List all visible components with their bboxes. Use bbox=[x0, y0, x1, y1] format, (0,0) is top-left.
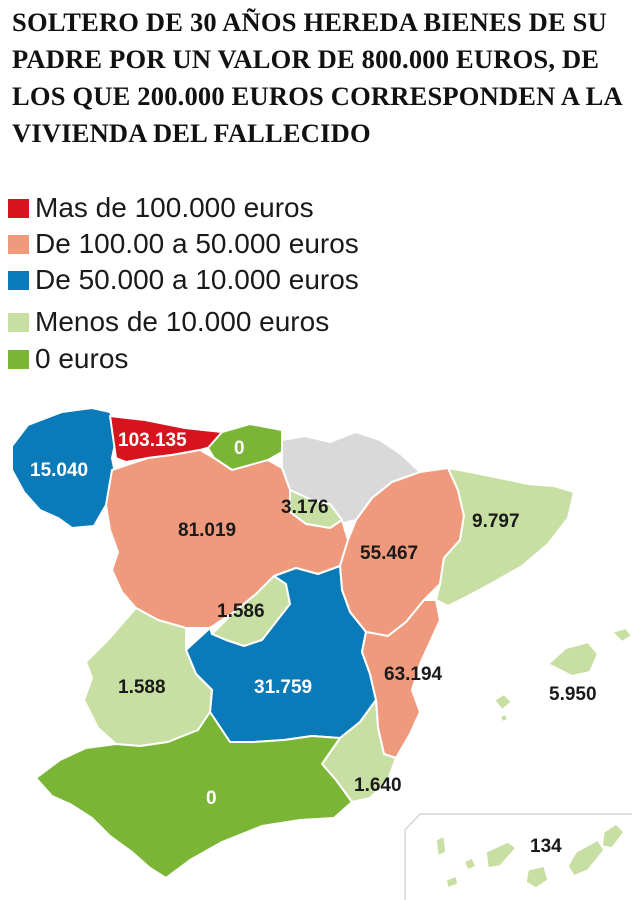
spain-map: 103.135 0 15.040 3.176 81.019 55.467 9.7… bbox=[11, 407, 632, 900]
legend-item-50000-10000: De 50.000 a 10.000 euros bbox=[8, 264, 359, 296]
value-label-la-rioja: 3.176 bbox=[281, 497, 329, 518]
region-canarias-el-hierro bbox=[445, 874, 459, 890]
region-canarias-gran-canaria bbox=[525, 865, 549, 889]
legend-label: De 100.00 a 50.000 euros bbox=[35, 228, 359, 259]
value-label-murcia: 1.640 bbox=[354, 775, 402, 796]
region-baleares-formentera bbox=[499, 713, 509, 723]
legend-swatch-blue bbox=[8, 270, 29, 290]
legend-item-under-10000: Menos de 10.000 euros bbox=[8, 306, 329, 338]
value-label-canarias: 134 bbox=[530, 836, 562, 857]
canarias-inset-frame bbox=[404, 813, 632, 900]
value-label-galicia: 15.040 bbox=[30, 460, 88, 481]
value-label-comunidad-valenciana: 63.194 bbox=[384, 664, 443, 685]
region-baleares-menorca bbox=[611, 627, 632, 643]
value-label-asturias: 103.135 bbox=[118, 430, 187, 451]
value-label-andalucia: 0 bbox=[206, 788, 217, 809]
value-label-cataluna: 9.797 bbox=[472, 511, 520, 532]
region-baleares-mallorca bbox=[547, 641, 599, 677]
value-label-aragon: 55.467 bbox=[360, 543, 418, 564]
value-label-extremadura: 1.588 bbox=[118, 677, 166, 698]
map-title: SOLTERO DE 30 AÑOS HEREDA BIENES DE SU P… bbox=[12, 7, 622, 148]
legend-item-100000-50000: De 100.00 a 50.000 euros bbox=[8, 228, 359, 260]
legend-swatch-salmon bbox=[8, 234, 29, 254]
region-canarias-fuerteventura bbox=[567, 838, 605, 877]
legend-item-over-100000: Mas de 100.000 euros bbox=[8, 192, 314, 224]
legend-label: De 50.000 a 10.000 euros bbox=[35, 264, 359, 295]
value-label-castilla-y-leon: 81.019 bbox=[178, 520, 236, 541]
value-label-cantabria: 0 bbox=[234, 438, 245, 459]
region-canarias-la-palma bbox=[435, 834, 447, 858]
value-label-baleares: 5.950 bbox=[549, 684, 597, 705]
region-comunidad-valenciana bbox=[361, 599, 441, 759]
value-label-castilla-la-mancha: 31.759 bbox=[254, 677, 312, 698]
legend-label: 0 euros bbox=[35, 343, 129, 374]
region-cataluna bbox=[435, 467, 575, 607]
legend-swatch-light-green bbox=[8, 312, 29, 332]
region-canarias-la-gomera bbox=[462, 856, 478, 872]
region-andalucia bbox=[35, 711, 353, 879]
value-label-madrid: 1.586 bbox=[217, 601, 265, 622]
region-baleares-ibiza bbox=[493, 693, 513, 711]
legend-label: Mas de 100.000 euros bbox=[35, 192, 314, 223]
legend-swatch-green bbox=[8, 349, 29, 369]
region-canarias-lanzarote bbox=[601, 823, 625, 849]
legend-item-zero: 0 euros bbox=[8, 343, 128, 375]
legend-label: Menos de 10.000 euros bbox=[35, 306, 330, 337]
region-canarias-tenerife bbox=[485, 841, 518, 869]
legend-swatch-red bbox=[8, 198, 29, 218]
